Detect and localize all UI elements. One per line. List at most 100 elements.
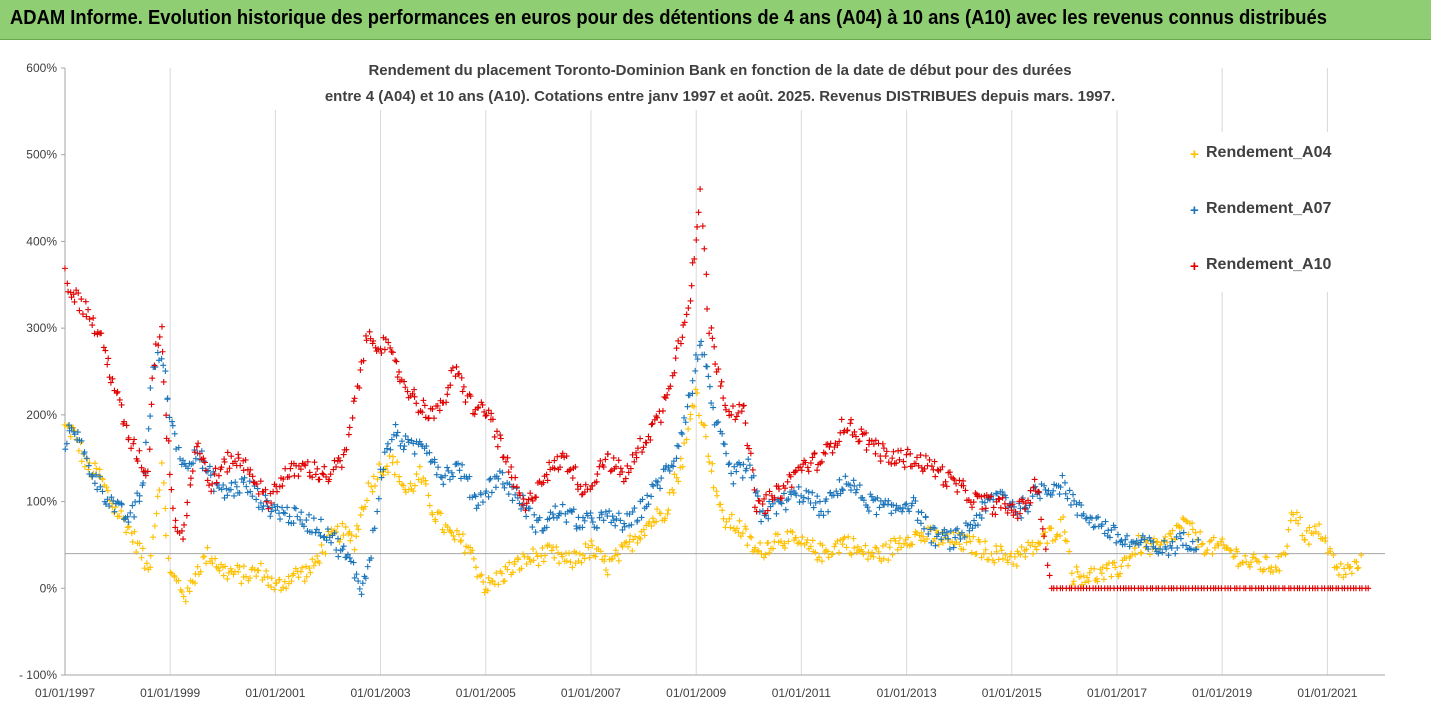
data-point (486, 476, 493, 483)
data-point (784, 478, 791, 485)
data-point (966, 527, 973, 534)
data-point (284, 504, 291, 511)
data-point (982, 538, 989, 545)
data-point (165, 555, 172, 562)
data-point (778, 500, 785, 507)
data-point (247, 466, 254, 473)
data-point (991, 559, 998, 566)
data-point (535, 562, 542, 569)
data-point (713, 488, 720, 495)
data-point (528, 495, 535, 502)
data-point (238, 476, 245, 483)
data-point (617, 465, 624, 472)
data-point (180, 536, 187, 543)
data-point (715, 418, 722, 425)
data-point (501, 577, 508, 584)
data-point (1060, 513, 1067, 520)
data-point (800, 494, 807, 501)
data-point (1080, 572, 1087, 579)
data-point (851, 428, 858, 435)
data-point (411, 482, 418, 489)
data-point (814, 493, 821, 500)
data-point (1211, 544, 1218, 551)
data-point (987, 493, 994, 500)
data-point (104, 487, 111, 494)
data-point (83, 313, 90, 320)
data-point (400, 482, 407, 489)
data-point (692, 351, 699, 358)
data-point (619, 468, 626, 475)
data-point (184, 584, 191, 591)
data-point (962, 487, 969, 494)
data-point (162, 505, 169, 512)
data-point (706, 330, 713, 337)
series-Rendement_A10 (61, 186, 1372, 592)
data-point (639, 449, 646, 456)
data-point (615, 510, 622, 517)
data-point (467, 393, 474, 400)
data-point (481, 589, 488, 596)
data-point (1077, 573, 1084, 580)
data-point (643, 439, 650, 446)
data-point (185, 465, 192, 472)
data-point (582, 540, 589, 547)
data-point (848, 551, 855, 558)
data-point (939, 539, 946, 546)
data-point (751, 486, 758, 493)
data-point (1090, 524, 1097, 531)
data-point (525, 496, 532, 503)
data-point (828, 551, 835, 558)
data-point (575, 558, 582, 565)
data-point (1064, 495, 1071, 502)
data-point (299, 564, 306, 571)
data-point (328, 539, 335, 546)
data-point (240, 479, 247, 486)
data-point (588, 537, 595, 544)
data-point (1073, 563, 1080, 570)
data-point (114, 388, 121, 395)
data-point (499, 469, 506, 476)
data-point (867, 552, 874, 559)
point-layer (61, 186, 1372, 605)
data-point (896, 535, 903, 542)
data-point (290, 570, 297, 577)
data-point (631, 505, 638, 512)
data-point (511, 558, 518, 565)
data-point (546, 459, 553, 466)
data-point (282, 465, 289, 472)
data-point (363, 337, 370, 344)
data-point (493, 570, 500, 577)
data-point (512, 474, 519, 481)
data-point (526, 556, 533, 563)
data-point (600, 463, 607, 470)
data-point (311, 459, 318, 466)
data-point (346, 528, 353, 535)
data-point (833, 488, 840, 495)
data-point (458, 537, 465, 544)
data-point (131, 513, 138, 520)
data-point (683, 436, 690, 443)
data-point (78, 437, 85, 444)
data-point (1091, 565, 1098, 572)
data-point (711, 343, 718, 350)
data-point (667, 383, 674, 390)
data-point (1337, 560, 1344, 567)
data-point (402, 384, 409, 391)
data-point (149, 375, 156, 382)
data-point (331, 530, 338, 537)
data-point (1103, 565, 1110, 572)
data-point (990, 496, 997, 503)
data-point (333, 546, 340, 553)
data-point (104, 496, 111, 503)
data-point (169, 505, 176, 512)
data-point (636, 534, 643, 541)
data-point (722, 406, 729, 413)
data-point (1041, 533, 1048, 540)
data-point (1193, 546, 1200, 553)
data-point (97, 473, 104, 480)
data-point (365, 480, 372, 487)
data-point (1011, 553, 1018, 560)
data-point (766, 488, 773, 495)
data-point (587, 509, 594, 516)
data-point (128, 445, 135, 452)
